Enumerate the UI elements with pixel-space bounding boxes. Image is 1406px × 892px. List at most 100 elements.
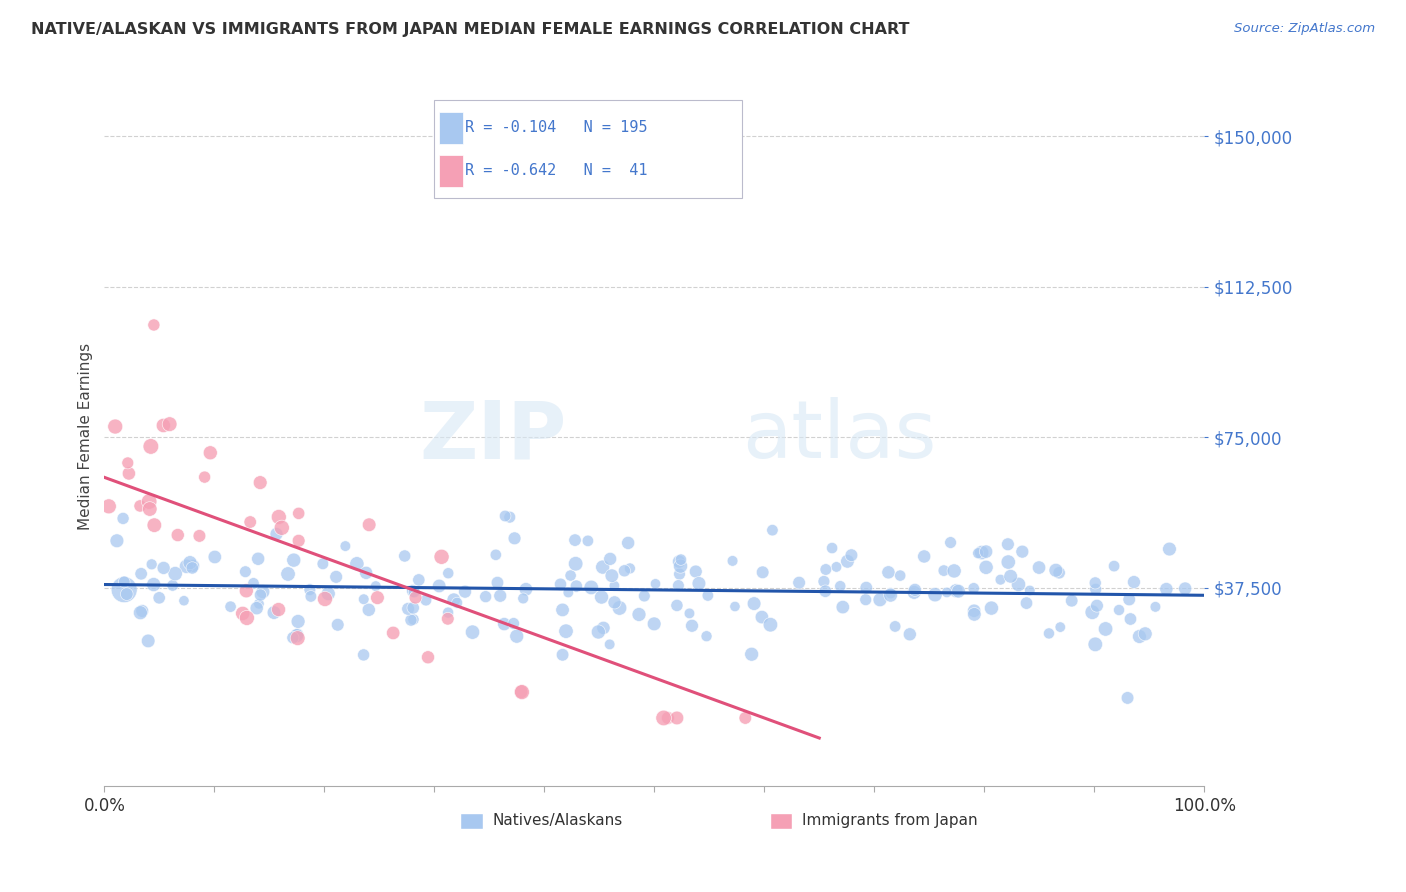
Point <box>1038 626 1060 640</box>
Point <box>402 583 425 598</box>
Point <box>1102 559 1125 574</box>
Point <box>325 570 347 584</box>
Point <box>112 574 135 589</box>
Point <box>162 578 184 592</box>
Point <box>652 711 675 725</box>
Point <box>613 564 636 578</box>
Point <box>148 591 170 605</box>
Point <box>814 562 837 576</box>
Point <box>510 685 533 699</box>
Point <box>443 592 465 607</box>
Point <box>787 575 810 590</box>
Point <box>105 533 128 548</box>
Point <box>1174 582 1197 596</box>
Point <box>287 627 309 641</box>
Point <box>924 588 946 602</box>
Point <box>181 561 204 575</box>
Point <box>1118 592 1140 607</box>
Point <box>1015 596 1038 610</box>
Point <box>437 606 460 620</box>
Point <box>1085 599 1108 613</box>
Point <box>837 554 859 568</box>
Point <box>688 576 710 591</box>
Point <box>935 585 957 599</box>
Point <box>97 500 120 514</box>
Point <box>118 467 141 481</box>
Point <box>617 536 640 550</box>
Point <box>359 517 381 532</box>
Point <box>564 533 586 547</box>
Point <box>1028 560 1050 574</box>
Y-axis label: Median Female Earnings: Median Female Earnings <box>79 343 93 530</box>
Point <box>1045 563 1067 577</box>
Point <box>143 518 166 533</box>
Point <box>129 606 152 620</box>
Point <box>357 603 380 617</box>
Point <box>877 566 900 580</box>
Point <box>550 577 572 591</box>
Point <box>117 456 139 470</box>
Point <box>129 499 152 513</box>
Point <box>287 533 309 548</box>
Point <box>446 596 468 610</box>
Point <box>1156 582 1178 596</box>
Point <box>974 560 997 574</box>
Point <box>980 601 1002 615</box>
Point <box>884 619 907 633</box>
Point <box>1084 637 1107 651</box>
Point <box>396 602 419 616</box>
Point <box>1060 593 1083 607</box>
Point <box>831 600 853 615</box>
Point <box>246 601 269 615</box>
Point <box>312 557 335 571</box>
Point <box>188 529 211 543</box>
Point <box>204 549 226 564</box>
Point <box>599 637 621 651</box>
Point <box>474 590 496 604</box>
Point <box>287 507 309 521</box>
Text: R = -0.642   N =  41: R = -0.642 N = 41 <box>464 163 647 178</box>
Point <box>314 591 336 606</box>
Point <box>159 417 181 432</box>
Point <box>912 549 935 564</box>
Point <box>564 557 586 571</box>
Point <box>551 648 574 662</box>
Point <box>346 557 368 571</box>
Point <box>1128 630 1150 644</box>
Point <box>179 556 201 570</box>
Point <box>644 576 666 591</box>
Text: ZIP: ZIP <box>419 397 567 475</box>
Point <box>997 537 1019 551</box>
Point <box>176 559 198 574</box>
Point <box>592 560 614 574</box>
Point <box>152 561 174 575</box>
Point <box>326 617 349 632</box>
Point <box>963 604 986 618</box>
Point <box>967 546 990 560</box>
Point <box>551 603 574 617</box>
Point <box>285 629 308 643</box>
Point <box>138 494 160 508</box>
Point <box>603 595 626 609</box>
Point <box>721 554 744 568</box>
Point <box>665 599 688 613</box>
Text: atlas: atlas <box>742 397 936 475</box>
Point <box>557 585 579 599</box>
Point <box>430 549 453 564</box>
Point <box>316 587 339 601</box>
Point <box>943 564 966 578</box>
Point <box>948 584 970 599</box>
Point <box>249 588 271 602</box>
Point <box>427 579 450 593</box>
Point <box>599 552 621 566</box>
Point <box>494 508 516 523</box>
Point <box>194 470 217 484</box>
Point <box>1011 544 1033 558</box>
Point <box>299 590 322 604</box>
Point <box>486 575 509 590</box>
Point <box>415 593 437 607</box>
Point <box>970 545 993 559</box>
Point <box>759 617 782 632</box>
Point <box>267 602 290 616</box>
Point <box>416 650 439 665</box>
